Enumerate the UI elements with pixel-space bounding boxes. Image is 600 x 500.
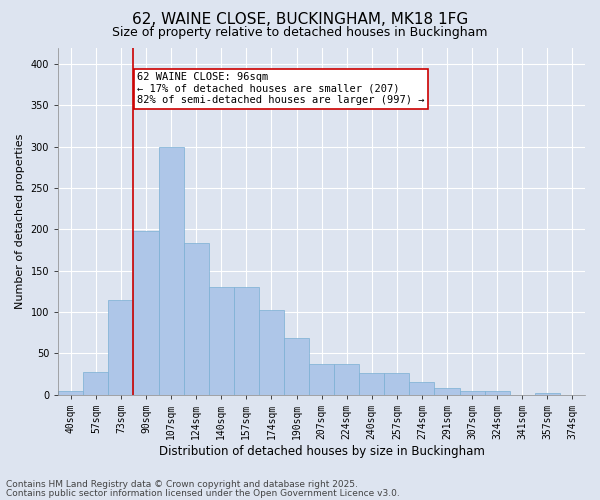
Bar bbox=[434, 388, 460, 394]
Bar bbox=[58, 390, 83, 394]
Bar bbox=[409, 382, 434, 394]
Bar bbox=[334, 364, 359, 394]
Text: Contains HM Land Registry data © Crown copyright and database right 2025.: Contains HM Land Registry data © Crown c… bbox=[6, 480, 358, 489]
Text: Size of property relative to detached houses in Buckingham: Size of property relative to detached ho… bbox=[112, 26, 488, 39]
Bar bbox=[158, 146, 184, 394]
Bar bbox=[83, 372, 109, 394]
Y-axis label: Number of detached properties: Number of detached properties bbox=[15, 134, 25, 309]
X-axis label: Distribution of detached houses by size in Buckingham: Distribution of detached houses by size … bbox=[158, 444, 485, 458]
Bar bbox=[133, 231, 158, 394]
Bar bbox=[485, 392, 510, 394]
Bar bbox=[460, 392, 485, 394]
Bar bbox=[109, 300, 133, 394]
Bar bbox=[385, 373, 409, 394]
Text: Contains public sector information licensed under the Open Government Licence v3: Contains public sector information licen… bbox=[6, 488, 400, 498]
Text: 62 WAINE CLOSE: 96sqm
← 17% of detached houses are smaller (207)
82% of semi-det: 62 WAINE CLOSE: 96sqm ← 17% of detached … bbox=[137, 72, 425, 106]
Bar bbox=[309, 364, 334, 394]
Bar bbox=[259, 310, 284, 394]
Bar bbox=[535, 393, 560, 394]
Bar bbox=[359, 373, 385, 394]
Bar bbox=[184, 244, 209, 394]
Bar bbox=[234, 287, 259, 395]
Bar bbox=[284, 338, 309, 394]
Text: 62, WAINE CLOSE, BUCKINGHAM, MK18 1FG: 62, WAINE CLOSE, BUCKINGHAM, MK18 1FG bbox=[132, 12, 468, 28]
Bar bbox=[209, 287, 234, 395]
